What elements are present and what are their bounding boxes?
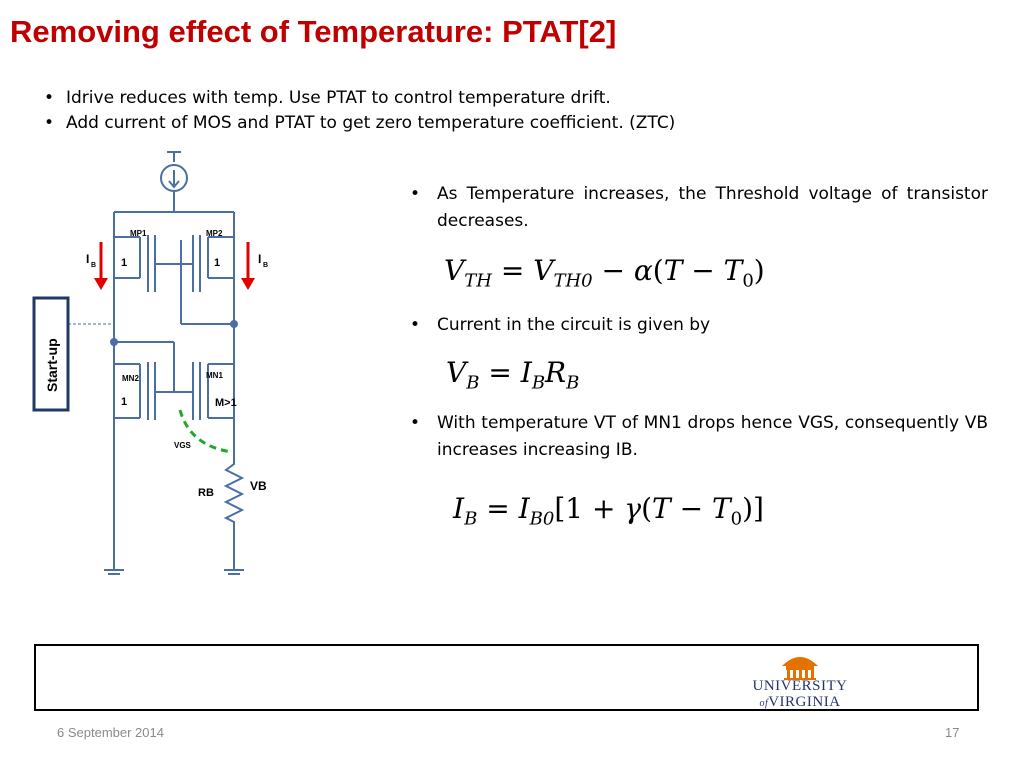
- rb-label: RB: [198, 487, 214, 499]
- right-bullet-3: • With temperature VT of MN1 drops hence…: [410, 413, 988, 460]
- vb-label: VB: [250, 479, 267, 493]
- mn2-ratio: 1: [121, 396, 127, 408]
- page-number: 17: [945, 725, 960, 740]
- mn1-ratio: M>1: [215, 397, 237, 409]
- ib-right-sub: B: [263, 262, 268, 269]
- node-left: [110, 338, 118, 346]
- rotunda-icon: [782, 657, 818, 680]
- ib-left-label: I: [86, 252, 89, 266]
- mn2-label: MN2: [122, 374, 139, 383]
- top-bullet-1: Idrive reduces with temp. Use PTAT to co…: [42, 86, 675, 111]
- ib-right-label: I: [258, 252, 261, 266]
- node-right: [230, 320, 238, 328]
- startup-block: [32, 296, 70, 412]
- slide-title: Removing effect of Temperature: PTAT[2]: [10, 14, 617, 49]
- mp1-ratio: 1: [121, 257, 127, 269]
- footer-date: 6 September 2014: [57, 725, 164, 740]
- equation-vb: VB = IBRB: [446, 356, 580, 394]
- logo-text-virginia: ofVIRGINIA: [759, 694, 841, 710]
- logo-text-university: UNIVERSITY: [752, 678, 848, 694]
- ib-left-sub: B: [91, 262, 96, 269]
- mn1-label: MN1: [206, 371, 223, 380]
- top-bullet-list: Idrive reduces with temp. Use PTAT to co…: [42, 86, 675, 136]
- vgs-label: VGS: [174, 441, 192, 450]
- top-bullet-2: Add current of MOS and PTAT to get zero …: [42, 111, 675, 136]
- right-bullet-1: • As Temperature increases, the Threshol…: [410, 184, 988, 231]
- mp2-label: MP2: [206, 229, 223, 238]
- equation-ib: IB = IB0[1 + γ(T − T0)]: [453, 492, 764, 530]
- resistor-rb: [223, 462, 245, 570]
- right-bullet-2: • Current in the circuit is given by: [410, 315, 711, 335]
- startup-label: Start-up: [44, 338, 60, 392]
- vgs-arc: [178, 409, 233, 454]
- mp1-label: MP1: [130, 229, 147, 238]
- equation-vth: VTH = VTH0 − α(T − T0): [444, 254, 765, 292]
- mp2-ratio: 1: [214, 257, 220, 269]
- footer-box: [34, 644, 979, 711]
- university-logo: UNIVERSITY ofVIRGINIA: [748, 646, 852, 710]
